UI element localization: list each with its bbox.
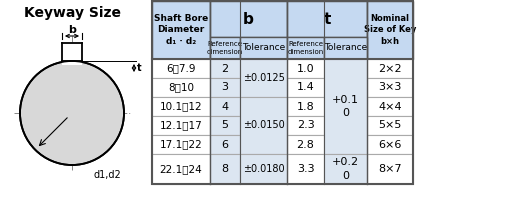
Bar [324,154,367,184]
Circle shape [20,61,124,165]
Text: ±0.0180: ±0.0180 [243,164,284,174]
Bar [210,59,240,78]
Text: 2: 2 [221,63,228,74]
Bar [152,78,210,97]
Text: 2.8: 2.8 [296,139,314,149]
Bar [152,116,210,135]
Text: 3×3: 3×3 [378,82,402,93]
Bar [210,78,240,97]
Text: 1.8: 1.8 [296,101,314,112]
Bar [210,37,240,59]
Bar [324,59,367,154]
Bar [367,154,413,184]
Bar [240,97,287,154]
Text: 12.1～17: 12.1～17 [160,120,202,130]
Bar [287,116,324,135]
Bar [287,1,367,37]
Bar [152,1,413,184]
Bar [152,154,210,184]
Bar [152,1,210,59]
Bar [367,1,413,59]
Bar [367,135,413,154]
Bar [367,116,413,135]
Text: t: t [323,11,331,27]
Bar [287,37,324,59]
Text: Keyway Size: Keyway Size [24,6,120,20]
Bar [62,43,82,65]
Text: d1,d2: d1,d2 [94,170,122,180]
Text: 3: 3 [222,82,228,93]
Text: b: b [68,25,76,35]
Bar [287,78,324,97]
Text: Reference
dimension: Reference dimension [207,42,243,55]
Text: 3.3: 3.3 [296,164,314,174]
Bar [240,59,287,97]
Text: Reference
dimension: Reference dimension [287,42,324,55]
Text: 6×6: 6×6 [378,139,402,149]
Text: Tolerance: Tolerance [242,44,285,53]
Text: 10.1～12: 10.1～12 [160,101,202,112]
Text: 2×2: 2×2 [378,63,402,74]
Text: Tolerance: Tolerance [324,44,367,53]
Text: 1.4: 1.4 [296,82,314,93]
Text: 4×4: 4×4 [378,101,402,112]
Bar [287,135,324,154]
Text: 8×7: 8×7 [378,164,402,174]
Text: 5×5: 5×5 [378,120,402,130]
Bar [324,37,367,59]
Text: 1.0: 1.0 [296,63,314,74]
Bar [240,154,287,184]
Bar [210,1,287,37]
Bar [367,78,413,97]
Text: b: b [243,11,254,27]
Text: 6: 6 [222,139,228,149]
Bar [240,37,287,59]
Bar [367,59,413,78]
Bar [210,97,240,116]
Text: +0.1
0: +0.1 0 [332,95,359,118]
Text: ±0.0125: ±0.0125 [243,73,285,83]
Text: t: t [137,63,142,73]
Bar [210,135,240,154]
Bar [210,116,240,135]
Bar [287,59,324,78]
Text: Shaft Bore
Diameter
d₁ · d₂: Shaft Bore Diameter d₁ · d₂ [154,14,208,46]
Bar [152,59,210,78]
Bar [152,97,210,116]
Bar [287,97,324,116]
Text: Nominal
Size of Key
b×h: Nominal Size of Key b×h [364,14,416,46]
Text: 2.3: 2.3 [296,120,314,130]
Text: 6～7.9: 6～7.9 [166,63,196,74]
Text: 5: 5 [222,120,228,130]
Text: 4: 4 [221,101,228,112]
Text: ±0.0150: ±0.0150 [243,120,284,130]
Text: 22.1～24: 22.1～24 [160,164,202,174]
Bar [367,97,413,116]
Bar [210,154,240,184]
Bar [152,135,210,154]
Bar [287,154,324,184]
Text: 8～10: 8～10 [168,82,194,93]
Text: 8: 8 [221,164,228,174]
Text: 17.1～22: 17.1～22 [160,139,202,149]
Text: +0.2
0: +0.2 0 [332,157,359,181]
